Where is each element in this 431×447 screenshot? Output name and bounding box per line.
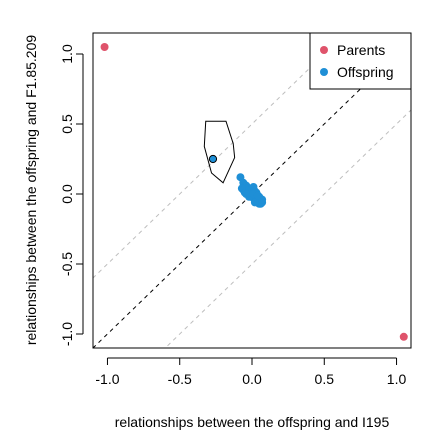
x-tick-label-0: -1.0 xyxy=(95,371,119,387)
y-axis: -1.0 -0.5 0.0 0.5 1.0 xyxy=(59,44,84,346)
points-layer xyxy=(100,43,408,341)
legend-label-1: Offspring xyxy=(337,64,394,80)
legend: Parents Offspring xyxy=(309,32,412,90)
legend-box xyxy=(309,32,412,90)
offspring-point-37 xyxy=(242,190,251,198)
x-tick-label-4: 1.0 xyxy=(387,371,407,387)
y-tick-label-4: 1.0 xyxy=(59,44,75,64)
legend-marker-0 xyxy=(320,46,328,54)
y-axis-title: relationships between the offspring and … xyxy=(23,35,39,346)
x-tick-label-3: 0.5 xyxy=(315,371,335,387)
plot-frame xyxy=(92,32,412,349)
parent-point-1 xyxy=(399,332,408,341)
parent-point-0 xyxy=(100,43,109,51)
x-axis: -1.0 -0.5 0.0 0.5 1.0 xyxy=(95,357,407,387)
offset-line-1 xyxy=(164,109,411,348)
legend-label-0: Parents xyxy=(337,42,385,58)
hull-layer xyxy=(203,120,236,184)
offspring-point-35 xyxy=(250,198,259,207)
y-tick-label-0: -1.0 xyxy=(59,322,75,346)
offspring-point-39 xyxy=(253,191,262,200)
hull-polygon xyxy=(203,120,236,184)
y-tick-label-3: 0.5 xyxy=(59,114,75,134)
offspring-mean-point xyxy=(208,154,218,164)
legend-marker-1 xyxy=(320,68,328,76)
y-tick-label-1: -0.5 xyxy=(59,252,75,276)
x-axis-title: relationships between the offspring and … xyxy=(115,414,390,430)
x-tick-label-2: 0.0 xyxy=(242,371,262,387)
x-tick-label-1: -0.5 xyxy=(168,371,192,387)
y-tick-label-2: 0.0 xyxy=(59,184,75,204)
